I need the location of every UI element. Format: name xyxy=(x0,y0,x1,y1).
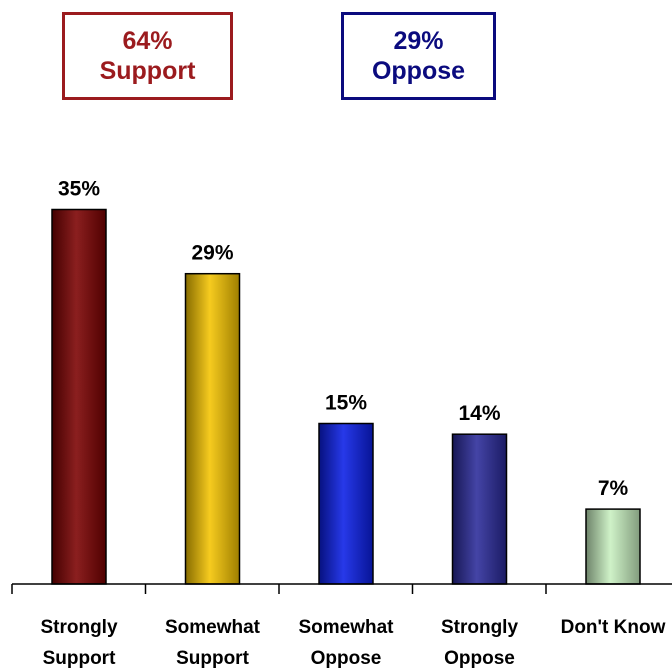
x-tick-label-4: Don't Know xyxy=(561,617,666,638)
x-axis: Strongly Support Somewhat Support Somewhat Op… xyxy=(11,583,672,669)
oppose-summary-label: Oppose xyxy=(371,57,466,85)
data-label-4: 7% xyxy=(598,477,629,500)
bar-1 xyxy=(184,272,241,585)
support-summary-label: Support xyxy=(99,57,196,85)
support-summary-value: 64% xyxy=(122,27,173,55)
x-tick-label-1: Somewhat Support xyxy=(165,617,261,669)
bar-4 xyxy=(585,508,641,585)
data-labels-layer: 35% 29% 15% 14% 7% xyxy=(58,178,629,501)
bars-layer xyxy=(51,208,641,585)
bar-2 xyxy=(318,422,374,585)
data-label-1: 29% xyxy=(191,242,233,265)
x-tick-label-0: Strongly Support xyxy=(40,617,117,669)
bar-0 xyxy=(51,208,107,585)
data-label-0: 35% xyxy=(58,178,100,201)
x-tick-label-3: Strongly Oppose xyxy=(441,617,518,669)
oppose-summary-box: 29% Oppose xyxy=(341,12,496,100)
oppose-summary-value: 29% xyxy=(393,27,444,55)
support-summary-box: 64% Support xyxy=(62,12,233,100)
data-label-2: 15% xyxy=(325,392,367,415)
data-label-3: 14% xyxy=(458,402,500,425)
x-tick-label-2: Somewhat Oppose xyxy=(298,617,394,669)
bar-3 xyxy=(451,433,508,585)
